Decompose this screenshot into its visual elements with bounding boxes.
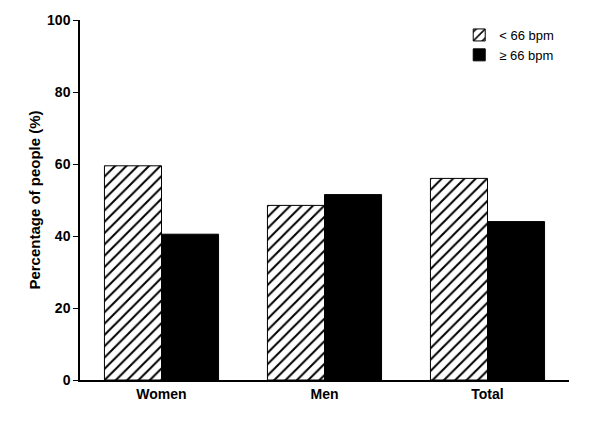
- svg-text:60: 60: [55, 156, 71, 172]
- svg-text:Women: Women: [136, 386, 186, 402]
- svg-text:Total: Total: [471, 386, 503, 402]
- svg-text:< 66 bpm: < 66 bpm: [499, 28, 554, 43]
- svg-text:≥ 66 bpm: ≥ 66 bpm: [499, 48, 553, 63]
- svg-text:100: 100: [47, 12, 71, 28]
- svg-text:40: 40: [55, 228, 71, 244]
- svg-text:Men: Men: [311, 386, 339, 402]
- svg-text:Percentage of people (%): Percentage of people (%): [26, 110, 43, 289]
- svg-text:0: 0: [63, 372, 71, 388]
- svg-text:20: 20: [55, 300, 71, 316]
- svg-text:80: 80: [55, 84, 71, 100]
